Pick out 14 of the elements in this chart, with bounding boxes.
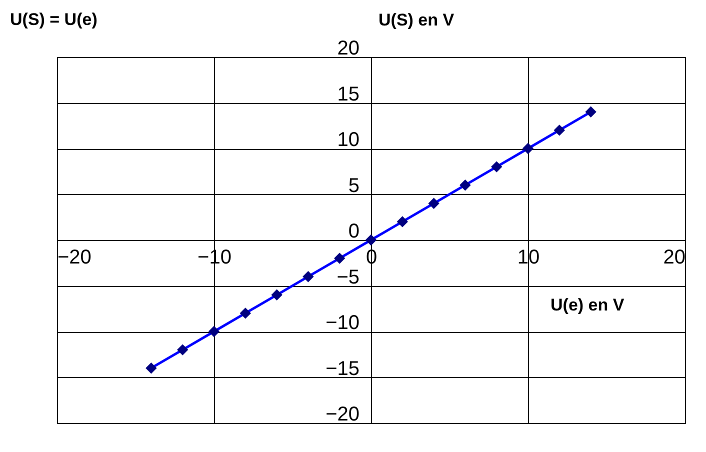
y-tick-label: −5 <box>336 266 360 288</box>
y-tick-label: 15 <box>337 83 360 106</box>
x-axis-title: U(e) en V <box>550 296 625 314</box>
y-tick-label: −10 <box>326 312 360 334</box>
chart-title: U(S) = U(e) <box>10 10 98 29</box>
y-tick-label: 20 <box>337 38 360 60</box>
y-tick-label: −15 <box>326 358 360 380</box>
y-axis-title: U(S) en V <box>378 10 455 30</box>
y-tick-label: −20 <box>326 404 360 426</box>
y-tick-label: 5 <box>348 174 360 197</box>
y-tick-label: 0 <box>348 220 360 242</box>
x-tick-label: 20 <box>663 246 686 268</box>
x-tick-label: −20 <box>58 246 92 268</box>
y-tick-label: 10 <box>337 129 360 151</box>
